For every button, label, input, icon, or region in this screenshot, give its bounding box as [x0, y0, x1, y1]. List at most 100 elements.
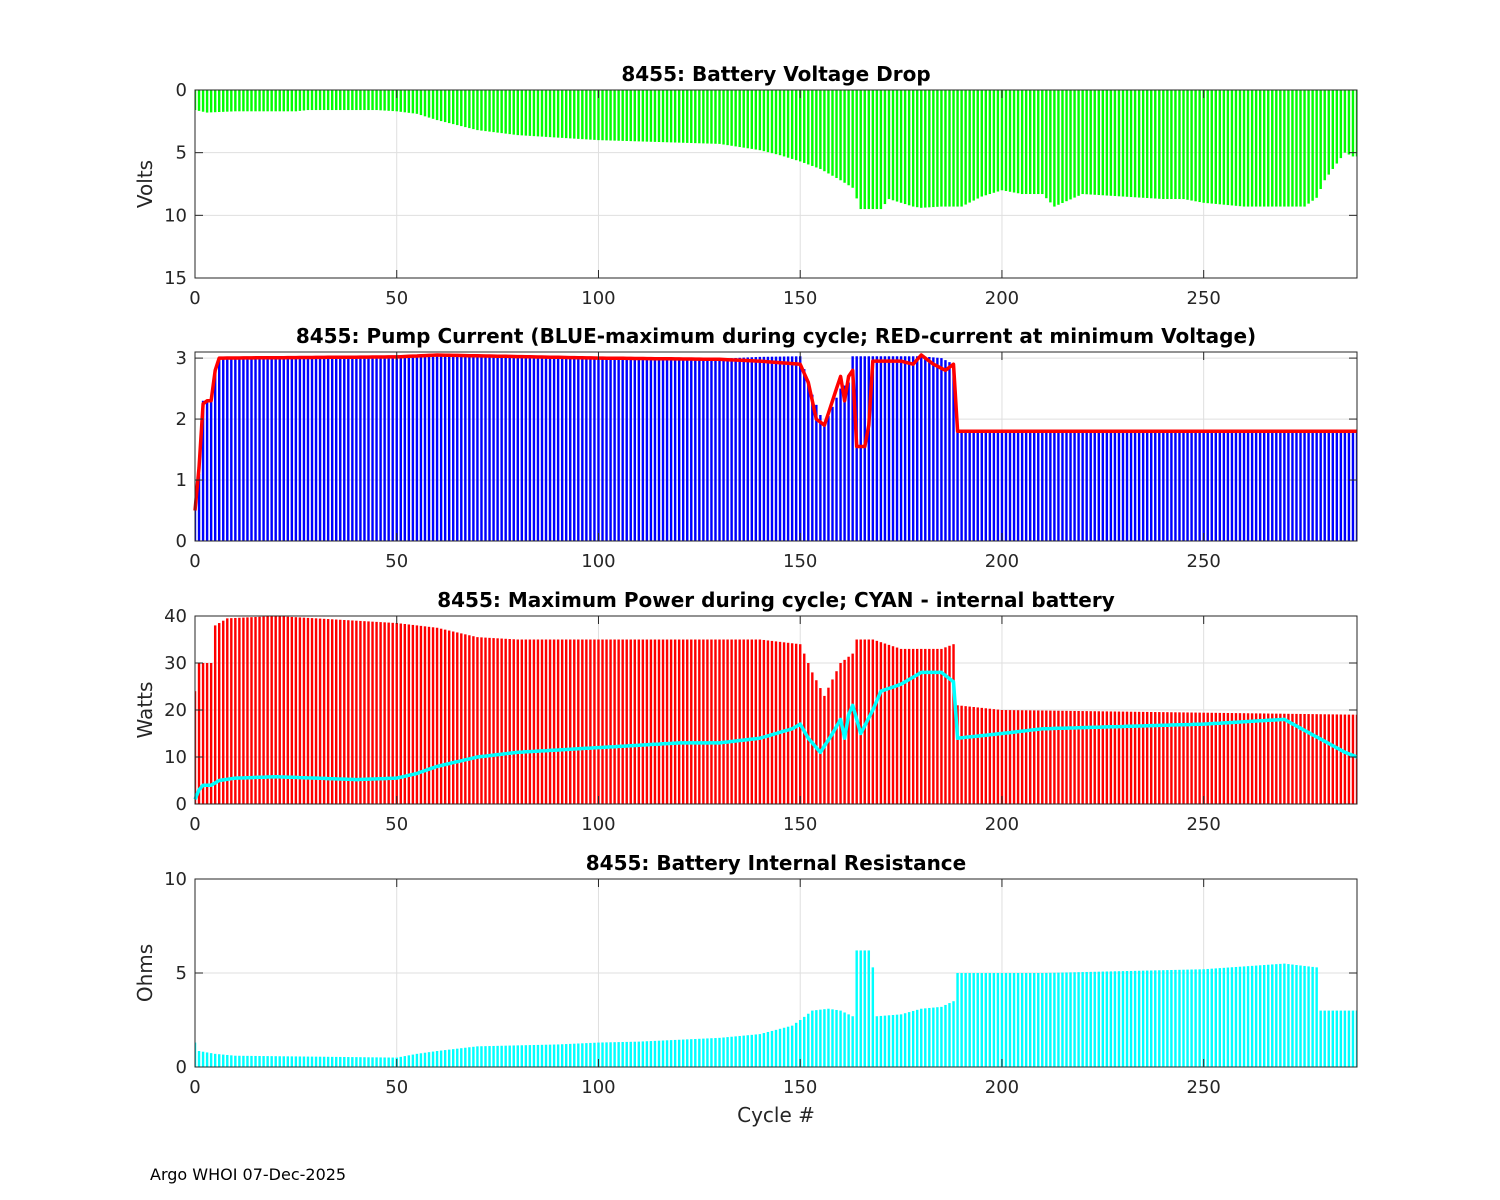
bar-cycle-188	[952, 90, 955, 207]
bar-cycle-148	[790, 90, 794, 159]
bar-cycle-179	[916, 356, 919, 541]
bar-cycle-101	[601, 639, 604, 804]
bar-cycle-10	[234, 1055, 237, 1067]
bar-cycle-65	[456, 1048, 459, 1067]
bar-cycle-267	[1271, 713, 1274, 804]
bar-cycle-24	[290, 357, 294, 541]
bar-cycle-204	[1016, 973, 1020, 1067]
bar-cycle-92	[564, 90, 568, 139]
bar-cycle-71	[480, 355, 483, 541]
bar-cycle-82	[524, 1045, 528, 1067]
bar-cycle-156	[823, 695, 826, 804]
bar-cycle-164	[855, 90, 858, 199]
bar-cycle-39	[351, 620, 354, 804]
bar-cycle-245	[1182, 431, 1185, 541]
bar-cycle-81	[520, 639, 524, 804]
bar-cycle-45	[375, 1057, 378, 1067]
bar-cycle-80	[516, 90, 519, 136]
bar-cycle-181	[924, 1008, 927, 1067]
bar-cycle-72	[484, 1046, 487, 1067]
bar-cycle-77	[504, 1045, 507, 1067]
bar-cycle-53	[407, 356, 411, 541]
bar-cycle-238	[1154, 431, 1157, 541]
bar-cycle-137	[746, 357, 749, 541]
x-tick-label: 150	[783, 814, 817, 835]
bar-cycle-286	[1347, 714, 1351, 804]
x-tick-label: 50	[385, 551, 408, 572]
bar-cycle-120	[677, 358, 681, 541]
bar-cycle-195	[980, 973, 983, 1067]
bar-cycle-232	[1129, 970, 1133, 1067]
bar-cycle-37	[343, 357, 346, 541]
bar-cycle-86	[540, 1044, 544, 1067]
bar-cycle-250	[1202, 90, 1205, 203]
bar-cycle-225	[1101, 90, 1105, 196]
bar-cycle-132	[726, 358, 729, 541]
y-axis-label: Watts	[133, 682, 157, 739]
bar-cycle-189	[956, 705, 959, 804]
bar-cycle-213	[1053, 90, 1056, 207]
bar-cycle-47	[383, 90, 386, 111]
bar-cycle-141	[762, 1033, 766, 1067]
bar-cycle-254	[1218, 968, 1222, 1067]
bar-cycle-57	[423, 90, 427, 117]
bar-cycle-84	[532, 639, 536, 804]
bar-cycle-215	[1061, 90, 1064, 203]
bar-cycle-203	[1012, 973, 1016, 1067]
bar-cycle-126	[702, 358, 705, 541]
bar-cycle-236	[1145, 970, 1149, 1067]
bar-cycle-135	[738, 90, 741, 148]
bar-cycle-10	[234, 357, 237, 541]
axes-box	[194, 351, 1358, 542]
bar-cycle-109	[633, 358, 636, 541]
bar-cycle-108	[629, 90, 632, 142]
bar-cycle-137	[746, 639, 749, 804]
bar-cycle-218	[1073, 431, 1076, 541]
bar-cycle-1	[197, 90, 201, 111]
bar-cycle-219	[1077, 711, 1080, 804]
bar-cycle-31	[318, 357, 322, 541]
x-tick-label: 150	[783, 1077, 817, 1098]
bar-cycle-80	[516, 1045, 519, 1067]
bar-cycle-278	[1315, 90, 1318, 198]
bar-cycle-278	[1315, 431, 1318, 541]
bar-cycle-38	[347, 1057, 350, 1067]
bar-cycle-231	[1125, 711, 1129, 804]
bar-cycle-155	[819, 415, 822, 541]
bar-cycle-283	[1335, 1010, 1339, 1067]
bar-cycle-276	[1307, 714, 1310, 804]
bar-cycle-230	[1121, 431, 1125, 541]
bar-cycle-43	[367, 357, 370, 541]
bar-cycle-61	[439, 90, 443, 122]
bar-cycle-92	[564, 357, 568, 541]
bar-cycle-230	[1121, 711, 1125, 804]
bar-cycle-151	[803, 1016, 806, 1067]
bar-cycle-211	[1045, 710, 1048, 804]
bar-cycle-220	[1081, 431, 1084, 541]
bar-cycle-16	[258, 616, 261, 804]
bar-cycle-5	[213, 370, 217, 541]
bar-cycle-216	[1065, 710, 1068, 804]
x-tick-label: 250	[1187, 814, 1221, 835]
bar-cycle-76	[500, 1045, 503, 1067]
bar-cycle-113	[649, 639, 653, 804]
bar-cycle-147	[786, 356, 790, 541]
bar-cycle-284	[1339, 431, 1343, 541]
bar-cycle-202	[1008, 431, 1012, 541]
bar-cycle-27	[302, 617, 306, 804]
x-tick-label: 100	[581, 814, 615, 835]
bar-cycle-241	[1166, 712, 1169, 804]
bar-cycle-176	[903, 648, 907, 804]
x-tick-label: 0	[189, 551, 200, 572]
bar-cycle-91	[560, 90, 564, 138]
bar-cycle-277	[1311, 714, 1314, 804]
bar-cycle-104	[613, 639, 616, 804]
bar-cycle-193	[972, 431, 975, 541]
bar-cycle-226	[1105, 711, 1109, 804]
bar-cycle-209	[1037, 431, 1040, 541]
bar-cycle-43	[367, 1057, 370, 1067]
bar-cycle-42	[363, 621, 366, 804]
bar-cycle-88	[548, 1044, 552, 1067]
bar-cycle-97	[585, 639, 588, 804]
bar-cycle-246	[1186, 90, 1189, 200]
